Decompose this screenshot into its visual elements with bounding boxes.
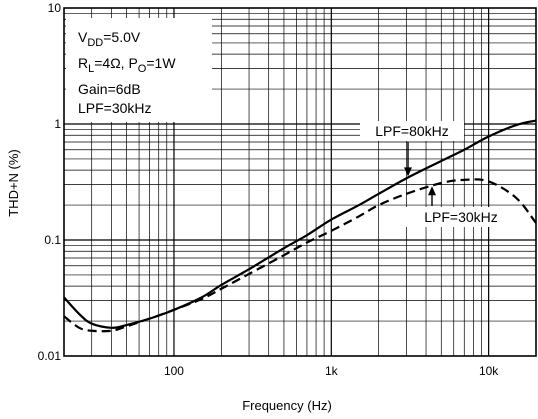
plot-frame bbox=[63, 7, 537, 357]
plot-border bbox=[63, 7, 537, 357]
annotation-lpf80-label: LPF=80kHz bbox=[375, 123, 449, 139]
annotation-bg bbox=[404, 207, 518, 227]
x-tick-label: 10k bbox=[479, 364, 499, 378]
x-tick-label: 100 bbox=[164, 364, 184, 378]
plot-series bbox=[63, 119, 537, 333]
conditions-box: VDD=5.0V RL=4Ω, PO=1W Gain=6dB LPF=30kHz bbox=[66, 18, 212, 122]
condition-text: LPF=30kHz bbox=[78, 100, 152, 116]
y-tick-label: 10 bbox=[48, 1, 62, 15]
series-line-lpf80 bbox=[63, 119, 537, 329]
conditions-box-bg bbox=[66, 18, 212, 122]
tick-labels: 100 1k 10k 0.01 0.1 1 10 bbox=[38, 1, 500, 378]
condition-text: VDD=5.0V bbox=[78, 29, 141, 49]
x-axis-label: Frequency (Hz) bbox=[242, 398, 332, 413]
y-tick-label: 0.01 bbox=[38, 349, 62, 363]
annotation-lpf30-label: LPF=30kHz bbox=[424, 209, 498, 225]
annotations: LPF=80kHz LPF=30kHz bbox=[360, 121, 518, 227]
annotation-lpf80-arrowhead bbox=[404, 167, 412, 177]
y-tick-label: 0.1 bbox=[44, 233, 61, 247]
y-axis-label: THD+N (%) bbox=[6, 149, 21, 217]
y-tick-label: 1 bbox=[54, 117, 61, 131]
condition-text: RL=4Ω, PO=1W bbox=[78, 55, 176, 75]
annotation-bg bbox=[360, 121, 464, 141]
x-tick-label: 1k bbox=[325, 364, 339, 378]
series-line-lpf30 bbox=[63, 178, 537, 333]
annotation-lpf30-arrowhead bbox=[428, 186, 436, 196]
condition-text: Gain=6dB bbox=[78, 81, 141, 97]
